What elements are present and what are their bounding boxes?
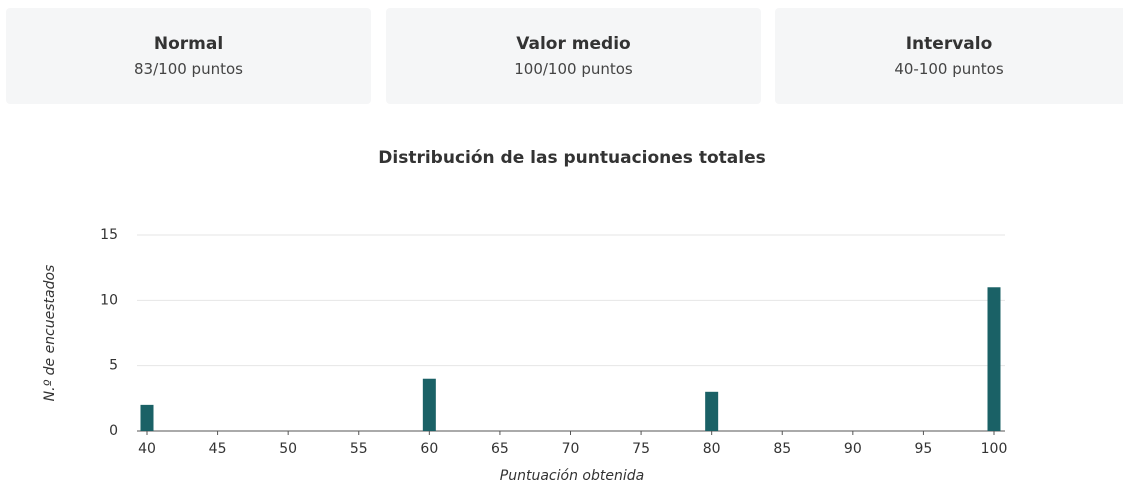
y-tick-label: 5 [109, 358, 118, 374]
card-subtitle: 83/100 puntos [134, 60, 243, 78]
bar [705, 391, 719, 431]
x-tick-label: 100 [981, 441, 1008, 457]
card-title: Normal [153, 34, 224, 54]
card-subtitle: 100/100 puntos [514, 60, 633, 78]
bar [140, 404, 154, 431]
y-axis-label: N.º de encuestados [42, 265, 58, 402]
x-tick-label: 40 [138, 441, 156, 457]
x-tick-label: 80 [703, 441, 721, 457]
stat-card: Intervalo 40-100 puntos [775, 8, 1123, 104]
x-tick-label: 50 [279, 441, 297, 457]
x-tick-label: 70 [562, 441, 580, 457]
x-tick-label: 95 [915, 441, 933, 457]
x-tick-label: 65 [491, 441, 509, 457]
y-tick-label: 10 [100, 292, 118, 308]
x-tick-label: 75 [632, 441, 650, 457]
stat-card: Normal 83/100 puntos [6, 8, 371, 104]
x-tick-label: 60 [420, 441, 438, 457]
card-title: Valor medio [516, 34, 631, 54]
x-tick-label: 85 [773, 441, 791, 457]
bar [987, 287, 1001, 431]
stat-card: Valor medio 100/100 puntos [386, 8, 761, 104]
card-subtitle: 40-100 puntos [894, 60, 1004, 78]
card-title: Intervalo [905, 34, 993, 54]
y-tick-label: 0 [109, 423, 118, 439]
x-tick-label: 45 [209, 441, 227, 457]
x-tick-label: 55 [350, 441, 368, 457]
x-tick-label: 90 [844, 441, 862, 457]
y-tick-label: 15 [100, 227, 118, 243]
bar [422, 378, 436, 431]
x-axis-label: Puntuación obtenida [500, 468, 644, 483]
chart-title: Distribución de las puntuaciones totales [378, 148, 765, 168]
